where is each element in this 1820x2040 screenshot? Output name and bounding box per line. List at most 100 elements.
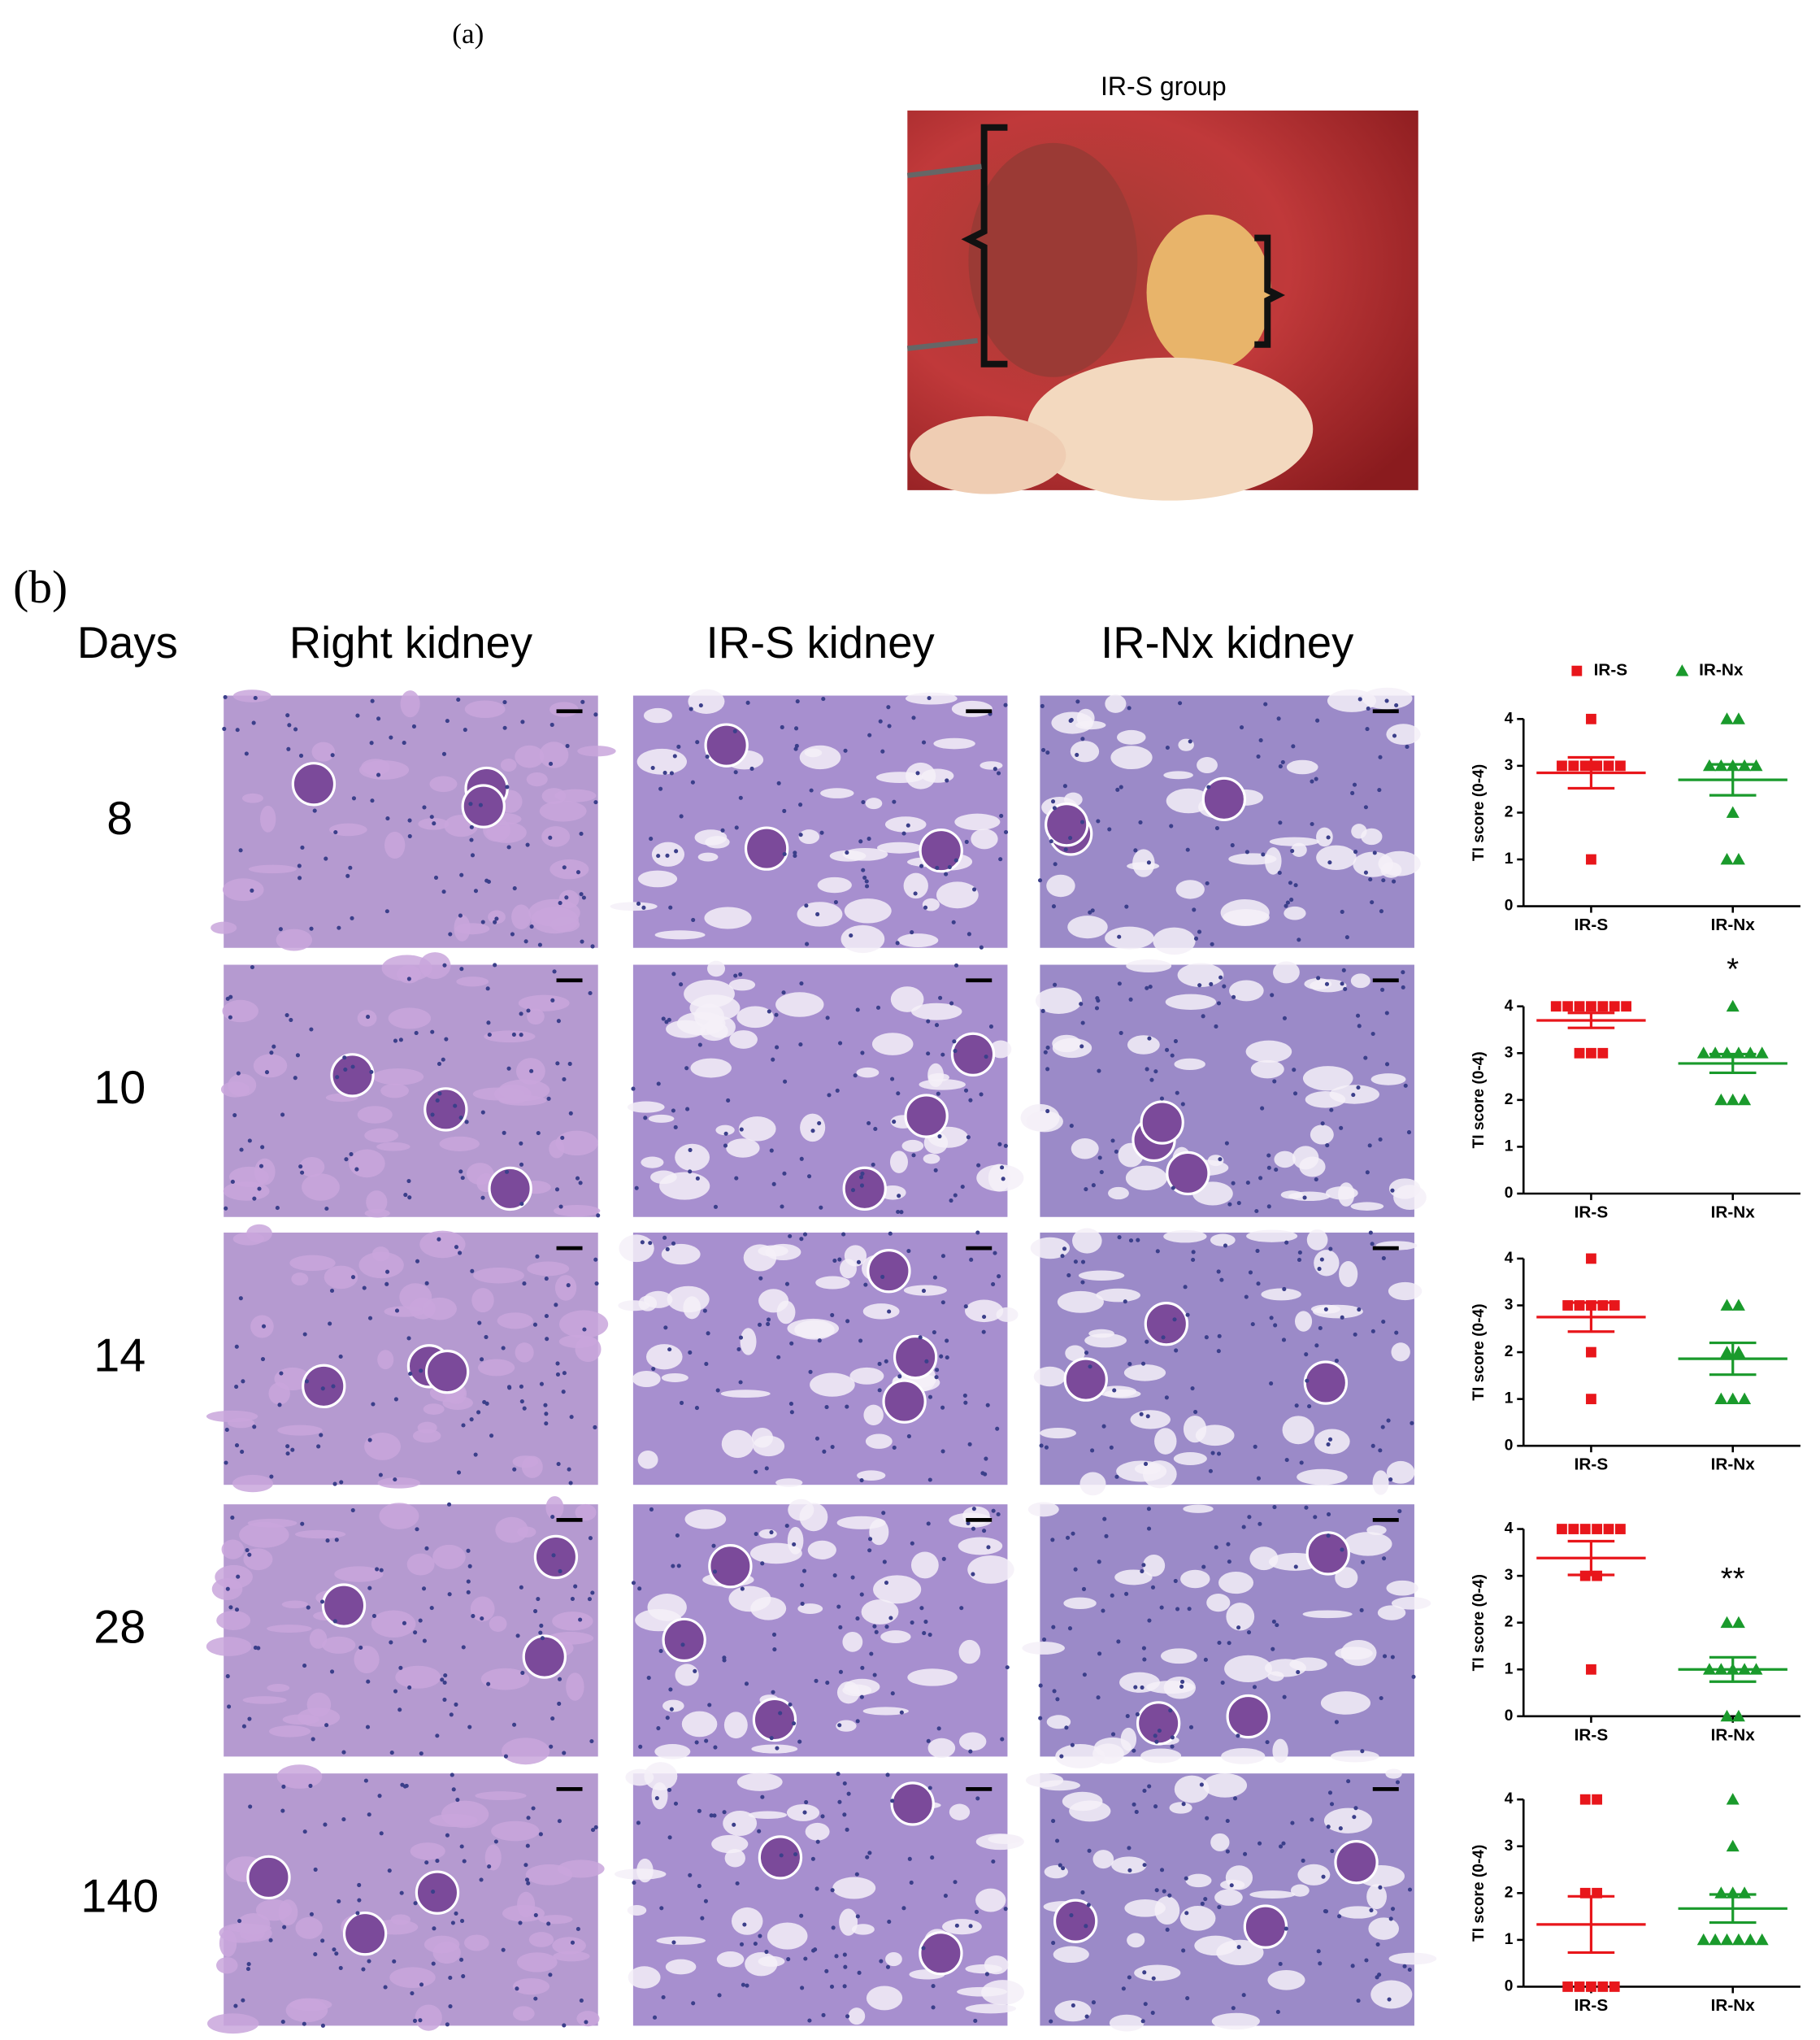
tissue [967, 1555, 1014, 1584]
nucleus [1095, 996, 1100, 1001]
point [1720, 1616, 1734, 1629]
tissue [1125, 1165, 1167, 1191]
nucleus [1314, 1343, 1319, 1348]
nucleus [522, 1281, 527, 1286]
nucleus [487, 1864, 492, 1869]
tissue [512, 1977, 550, 1995]
nucleus [924, 1359, 929, 1364]
nucleus [1326, 1533, 1331, 1538]
nucleus [830, 1444, 835, 1450]
nucleus [1096, 1695, 1101, 1700]
nucleus [1214, 1024, 1218, 1029]
tissue [690, 1058, 732, 1078]
point [1720, 853, 1734, 865]
nucleus [1043, 1050, 1048, 1055]
tissue [1280, 1190, 1303, 1199]
tissue [753, 1435, 785, 1457]
tissue [1378, 850, 1421, 876]
nucleus [863, 1282, 868, 1287]
nucleus [334, 1538, 339, 1542]
nucleus [1302, 1195, 1307, 1200]
nucleus [1340, 1315, 1344, 1320]
nucleus [760, 1794, 765, 1799]
nucleus [522, 1406, 527, 1411]
histology-image [206, 1764, 605, 2034]
nucleus [926, 1738, 931, 1743]
nucleus [1218, 975, 1223, 980]
nucleus [1284, 903, 1288, 908]
nucleus [939, 1354, 944, 1359]
nucleus [1378, 755, 1383, 759]
nucleus [1209, 981, 1214, 986]
nucleus [986, 1545, 991, 1550]
nucleus [293, 727, 298, 732]
nucleus [1124, 904, 1129, 909]
nucleus [355, 1911, 360, 1916]
nucleus [1241, 1993, 1246, 1998]
nucleus [466, 1579, 471, 1584]
nucleus [1079, 1002, 1084, 1007]
tissue [910, 1551, 939, 1579]
tissue [361, 759, 390, 776]
tissue [851, 1924, 875, 1935]
nucleus [456, 697, 461, 702]
tissue [211, 921, 237, 934]
nucleus [968, 1924, 973, 1929]
nucleus [1297, 937, 1301, 942]
nucleus [429, 1606, 434, 1611]
nucleus [1284, 1926, 1288, 1931]
nucleus [560, 1135, 565, 1140]
tissue [1368, 1917, 1400, 1940]
nucleus [1291, 744, 1296, 749]
image-bg [1040, 1232, 1414, 1485]
tissue [295, 1916, 323, 1939]
nucleus [1379, 909, 1384, 914]
nucleus [831, 1925, 836, 1930]
point [1731, 853, 1745, 865]
nucleus [927, 1477, 932, 1482]
nucleus [873, 1126, 878, 1132]
nucleus [722, 1810, 727, 1815]
nucleus [250, 964, 254, 970]
nucleus [703, 1899, 708, 1903]
nucleus [1289, 898, 1294, 903]
nucleus [795, 698, 800, 704]
nucleus [1134, 1809, 1139, 1814]
nucleus [392, 1959, 397, 1964]
nucleus [1183, 1285, 1188, 1290]
tissue [473, 1267, 524, 1284]
nucleus [579, 1998, 584, 2003]
tissue [1202, 1772, 1248, 1798]
nucleus [1065, 1535, 1071, 1540]
tissue [1108, 1186, 1129, 1200]
nucleus [781, 990, 786, 995]
tissue [276, 1764, 323, 1789]
nucleus [1071, 1531, 1075, 1536]
nucleus [771, 1690, 775, 1694]
tissue [1132, 849, 1155, 877]
tissue [306, 1692, 332, 1717]
tissue [1314, 1429, 1350, 1455]
nucleus [1244, 850, 1249, 855]
nucleus [532, 1322, 538, 1327]
point [1568, 760, 1579, 772]
tissue [512, 2006, 535, 2021]
nucleus [539, 1623, 544, 1628]
nucleus [1179, 1684, 1184, 1689]
nucleus [1081, 1586, 1087, 1592]
nucleus [1125, 1713, 1130, 1719]
point [1720, 1046, 1734, 1059]
column-header: IR-S kidney [706, 618, 936, 668]
tissue [748, 1811, 788, 1820]
nucleus [799, 1913, 804, 1918]
nucleus [861, 868, 866, 872]
nucleus [968, 1749, 973, 1754]
nucleus [1000, 1737, 1005, 1742]
nucleus [937, 1133, 942, 1139]
nucleus [462, 1859, 467, 1864]
nucleus [1206, 785, 1211, 789]
nucleus [324, 856, 328, 861]
nucleus [1365, 727, 1370, 732]
nucleus [1063, 847, 1068, 852]
nucleus [1364, 1958, 1369, 1963]
